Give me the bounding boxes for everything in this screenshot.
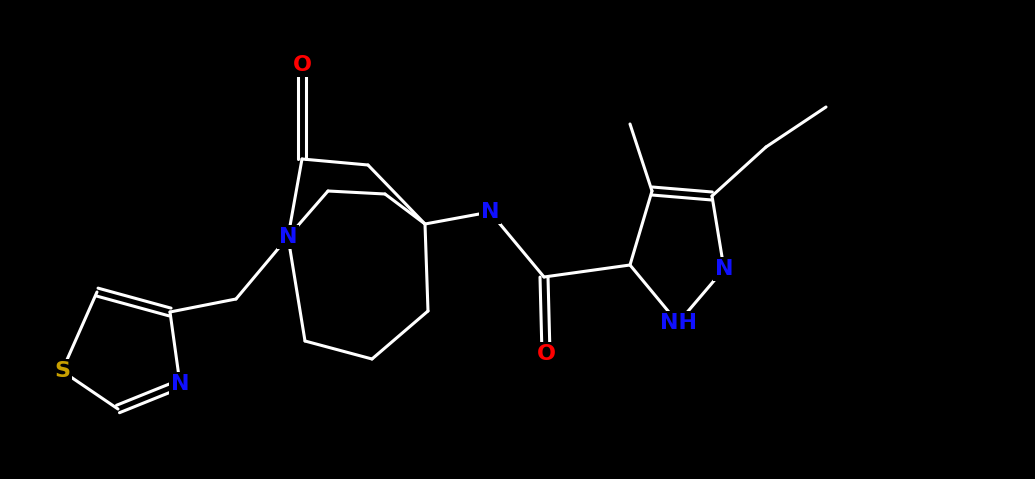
- Text: O: O: [536, 344, 556, 364]
- Text: N: N: [278, 227, 297, 247]
- Text: S: S: [54, 361, 70, 381]
- Text: NH: NH: [659, 313, 697, 333]
- Text: N: N: [480, 202, 499, 222]
- Text: O: O: [293, 55, 312, 75]
- Text: N: N: [715, 259, 733, 279]
- Text: N: N: [171, 374, 189, 394]
